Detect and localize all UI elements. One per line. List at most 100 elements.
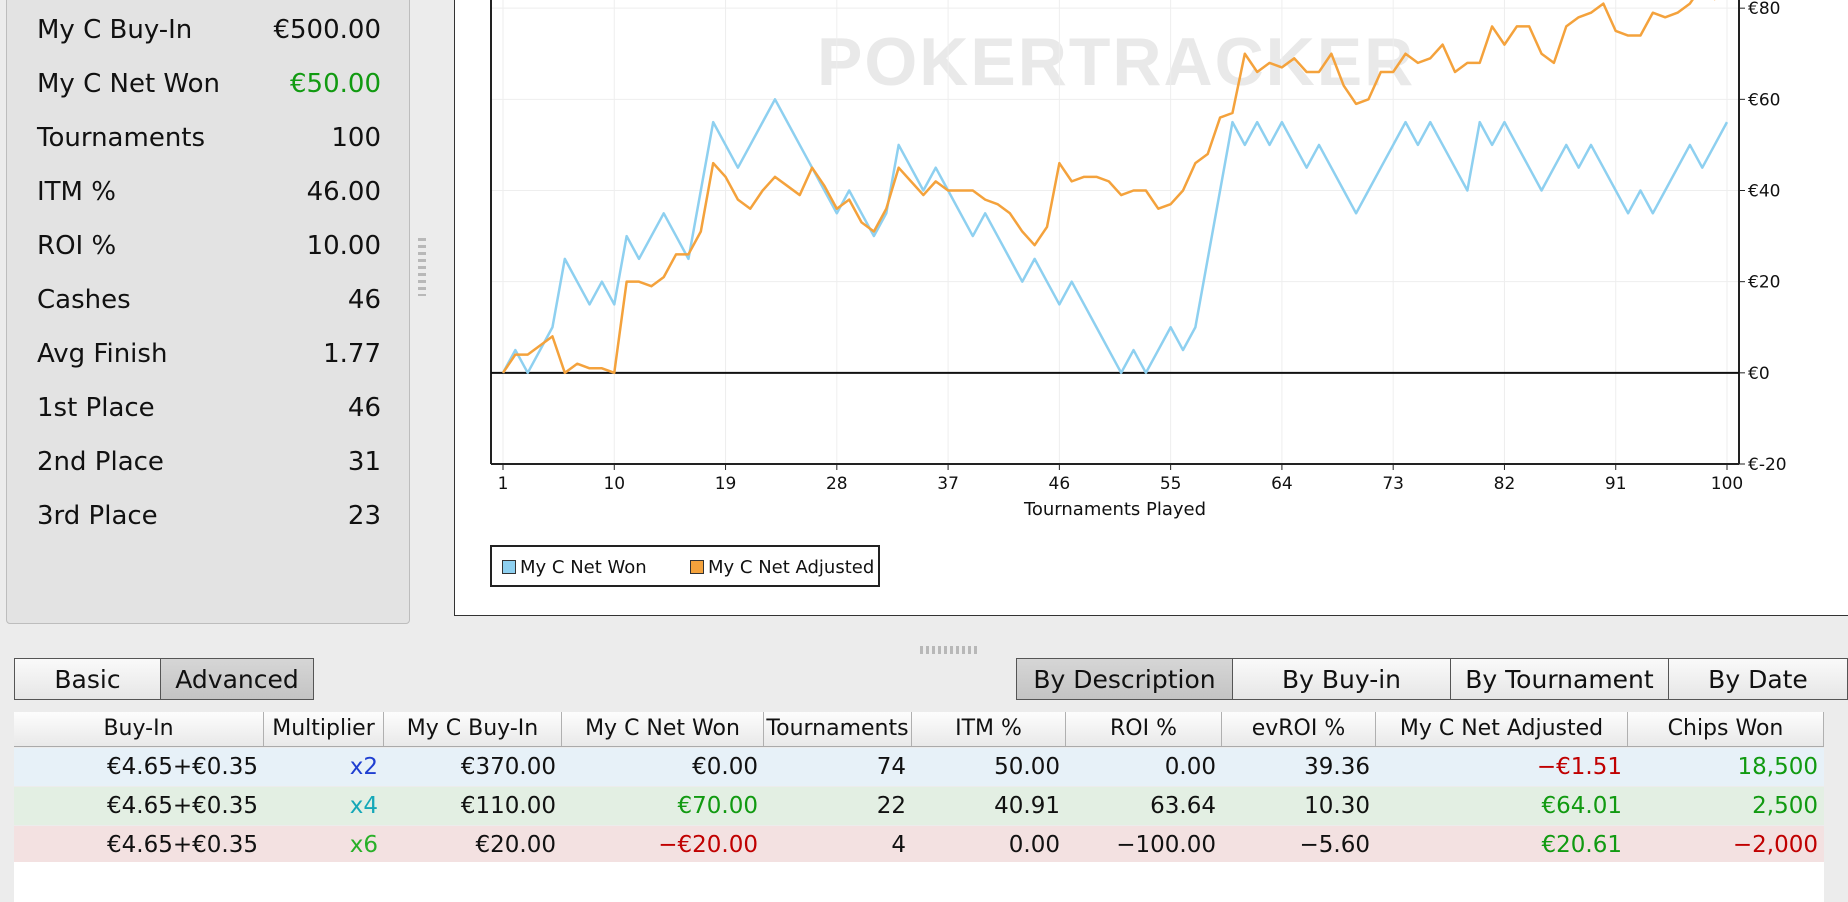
legend-swatch [502,560,516,574]
x-tick-label: 37 [937,474,959,494]
column-header[interactable]: evROI % [1222,712,1376,746]
x-tick-label: 1 [498,474,509,494]
stat-row: Avg Finish 1.77 [37,339,381,379]
table-cell: 0.00 [1164,754,1216,780]
table-cell: 22 [876,793,906,819]
table-cell: −€1.51 [1536,754,1622,780]
chart-area: POKERTRACKER 1 10 19 28 37 46 55 64 73 82 91 100 €-2… [454,0,1848,616]
legend-label: My C Net Won [520,557,647,578]
column-header[interactable]: Multiplier [264,712,384,746]
table-cell: €70.00 [677,793,758,819]
table-cell: €110.00 [460,793,556,819]
split-resize-handle[interactable] [920,646,978,654]
x-tick-label: 100 [1711,474,1743,494]
y-tick-label: €80 [1748,0,1780,19]
legend-swatch [690,560,704,574]
stat-label: Cashes [37,285,131,315]
stat-row: My C Net Won €50.00 [37,69,381,109]
table-cell: €370.00 [460,754,556,780]
x-tick-label: 64 [1271,474,1293,494]
table-cell: x2 [349,754,378,780]
table-cell: €20.00 [475,832,556,858]
stat-value: €50.00 [290,69,381,99]
table-empty-area [14,862,1824,902]
table-cell: 2,500 [1752,793,1818,819]
tab-by-tournament[interactable]: By Tournament [1450,658,1669,700]
x-tick-label: 46 [1049,474,1071,494]
table-cell: €4.65+€0.35 [107,832,258,858]
table-cell: x4 [349,793,378,819]
column-header[interactable]: My C Net Adjusted [1376,712,1628,746]
legend-item: My C Net Adjusted [690,557,874,578]
x-tick-label: 73 [1382,474,1404,494]
column-header[interactable]: My C Net Won [562,712,764,746]
tab-advanced[interactable]: Advanced [160,658,314,700]
stat-row: Cashes 46 [37,285,381,325]
x-tick-label: 28 [826,474,848,494]
line-chart: 1 10 19 28 37 46 55 64 73 82 91 100€-20 €0 €20 €40 €60 €… [490,0,1787,520]
stats-panel: My C Buy-In €500.00 My C Net Won €50.00 Tour… [6,0,410,624]
x-axis-label: Tournaments Played [1023,499,1206,520]
series-line [501,98,1729,375]
legend-label: My C Net Adjusted [708,557,875,578]
table-row[interactable]: €4.65+€0.35 x4 €110.00 €70.00 22 40.91 63.64 10… [14,787,1824,825]
table-cell: 0.00 [1008,832,1060,858]
stat-row: 3rd Place 23 [37,501,381,541]
table-cell: €64.01 [1541,793,1622,819]
table-cell: 50.00 [994,754,1060,780]
table-cell: −2,000 [1732,832,1818,858]
table-cell: 63.64 [1150,793,1216,819]
stat-row: 1st Place 46 [37,393,381,433]
table-cell: −100.00 [1116,832,1216,858]
stat-row: 2nd Place 31 [37,447,381,487]
stat-label: 2nd Place [37,447,164,477]
tab-by-buy-in[interactable]: By Buy-in [1232,658,1451,700]
panel-resize-handle[interactable] [418,238,426,296]
table-row[interactable]: €4.65+€0.35 x2 €370.00 €0.00 74 50.00 0.00 39.3… [14,748,1824,786]
table-cell: 74 [876,754,906,780]
watermark-logo: POKERTRACKER [817,24,1416,100]
stat-label: 1st Place [37,393,155,423]
stat-value: 100 [331,123,381,153]
y-tick-label: €-20 [1748,455,1787,475]
table-cell: −5.60 [1299,832,1370,858]
x-tick-label: 55 [1160,474,1182,494]
column-header[interactable]: Tournaments [764,712,912,746]
stat-label: ROI % [37,231,117,261]
stat-row: ROI % 10.00 [37,231,381,271]
stat-label: 3rd Place [37,501,158,531]
stat-label: Tournaments [37,123,206,153]
stat-value: 1.77 [323,339,381,369]
y-tick-label: €0 [1748,364,1770,384]
table-cell: €4.65+€0.35 [107,754,258,780]
column-header[interactable]: Chips Won [1628,712,1824,746]
table-cell: 39.36 [1304,754,1370,780]
stat-label: My C Net Won [37,69,220,99]
stat-label: My C Buy-In [37,15,193,45]
table-cell: 40.91 [994,793,1060,819]
stat-row: ITM % 46.00 [37,177,381,217]
column-header[interactable]: ROI % [1066,712,1222,746]
tab-basic[interactable]: Basic [14,658,161,700]
column-header[interactable]: ITM % [912,712,1066,746]
stat-value: 23 [347,501,381,531]
table-header: Buy-In Multiplier My C Buy-In My C Net Won T… [14,712,1824,747]
column-header[interactable]: Buy-In [14,712,264,746]
stat-value: €500.00 [273,15,381,45]
y-tick-label: €40 [1748,182,1780,202]
column-header[interactable]: My C Buy-In [384,712,562,746]
legend-item: My C Net Won [502,557,647,578]
table-cell: 18,500 [1737,754,1818,780]
x-tick-label: 19 [715,474,737,494]
y-tick-label: €60 [1748,90,1780,110]
stat-row: Tournaments 100 [37,123,381,163]
table-row[interactable]: €4.65+€0.35 x6 €20.00 −€20.00 4 0.00 −100.00 −5… [14,826,1824,864]
table-cell: €0.00 [692,754,758,780]
stat-value: 46 [347,393,381,423]
x-tick-label: 91 [1605,474,1627,494]
y-tick-label: €20 [1748,273,1780,293]
tab-by-date[interactable]: By Date [1668,658,1848,700]
stat-value: 10.00 [306,231,381,261]
table-cell: €4.65+€0.35 [107,793,258,819]
tab-by-description[interactable]: By Description [1016,658,1233,700]
